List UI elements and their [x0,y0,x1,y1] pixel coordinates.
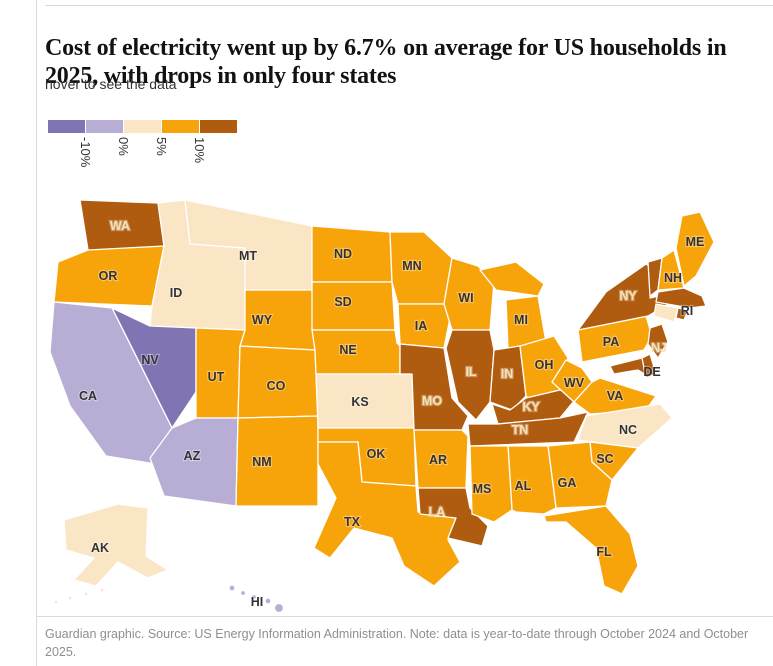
legend-swatch-big-drop [48,120,85,133]
legend-tick-minus10: -10% [78,137,93,168]
state-ma[interactable] [655,287,707,309]
legend-swatch-drop [86,120,123,133]
state-il[interactable] [445,329,495,421]
aleutian-island [99,587,105,593]
state-la[interactable] [417,487,489,547]
state-de[interactable] [641,353,657,379]
state-sd[interactable] [311,281,396,331]
legend-tick-5: 5% [154,137,169,156]
state-ak[interactable] [53,503,169,605]
state-ms[interactable] [469,445,513,523]
legend-swatch-rise [162,120,199,133]
page-title: Cost of electricity went up by 6.7% on a… [45,35,727,90]
footer-divider [36,616,773,617]
legend-labels: -10% 0% 5% 10% [48,133,248,183]
state-ct[interactable] [653,303,679,323]
state-mn[interactable] [389,231,453,305]
state-fl[interactable] [543,505,639,595]
legend-tick-10: 10% [192,137,207,164]
state-wa[interactable] [79,199,165,253]
state-nd[interactable] [311,225,393,283]
legend-swatches [48,120,248,133]
subtitle-hover-hint: hover to see the data [45,76,177,92]
hawaii-island [273,602,285,614]
page-left-border [36,0,37,666]
hawaii-island [228,584,236,592]
state-ut[interactable] [195,327,246,419]
state-ne[interactable] [311,329,401,375]
hawaii-island [250,593,258,601]
states-layer [49,199,715,614]
aleutian-island [83,591,89,597]
hawaii-island [239,589,247,597]
state-md[interactable] [609,357,649,377]
state-ri[interactable] [675,307,689,321]
legend-swatch-big-rise [200,120,237,133]
state-nc[interactable] [577,403,673,449]
state-co[interactable] [237,345,319,419]
aleutian-island [67,595,73,601]
state-ia[interactable] [397,303,451,349]
footer-credit: Guardian graphic. Source: US Energy Info… [45,627,749,660]
state-nj[interactable] [647,323,669,359]
state-ar[interactable] [413,429,469,489]
header-top-rule [45,5,773,6]
legend-tick-0: 0% [116,137,131,156]
state-al[interactable] [507,445,557,515]
legend-swatch-slight-rise [124,120,161,133]
state-hi[interactable] [228,584,285,614]
hawaii-island [264,597,272,605]
state-va[interactable] [573,377,657,415]
state-ca[interactable] [49,301,173,465]
state-tx[interactable] [313,441,461,587]
state-wy[interactable] [239,289,316,351]
legend: -10% 0% 5% 10% [48,120,248,183]
aleutian-island [53,599,59,605]
state-mi[interactable] [479,261,547,349]
state-or[interactable] [53,245,165,307]
state-wv[interactable] [551,359,593,403]
state-ks[interactable] [315,373,415,429]
state-me[interactable] [675,211,715,287]
state-nm[interactable] [235,415,319,507]
